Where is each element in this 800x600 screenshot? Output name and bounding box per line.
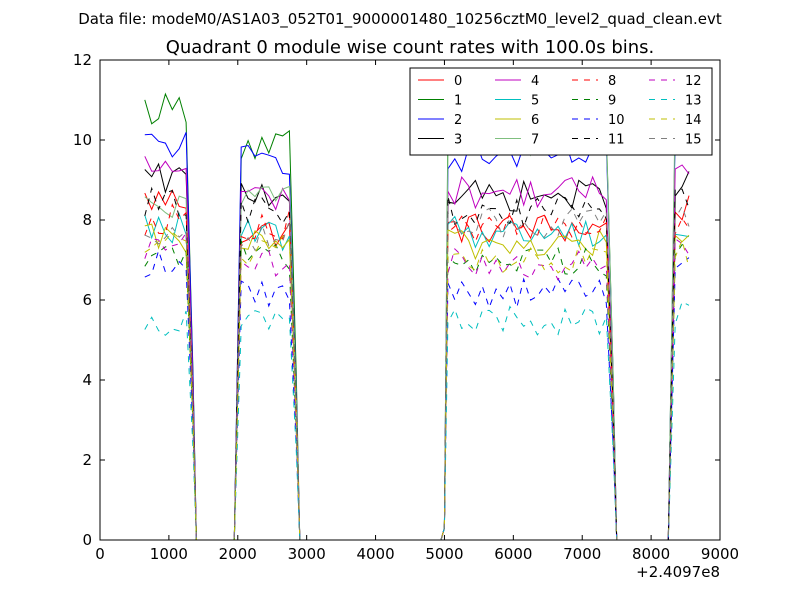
series-line-11 [144,186,690,540]
x-tick-label: 2000 [219,545,257,563]
legend-label-3: 3 [454,133,462,148]
series-line-12 [144,231,690,540]
y-tick-label: 2 [82,451,92,469]
legend-label-10: 10 [608,113,625,128]
series-line-6 [144,223,690,540]
chart-title: Quadrant 0 module wise count rates with … [166,37,655,58]
x-offset-label: +2.4097e8 [636,563,720,581]
x-tick-label: 7000 [563,545,601,563]
x-tick-label: 5000 [425,545,463,563]
x-tick-label: 0 [95,545,105,563]
y-tick-label: 6 [82,291,92,309]
series-line-0 [144,189,690,540]
legend-label-2: 2 [454,113,462,128]
x-tick-label: 8000 [632,545,670,563]
legend-label-15: 15 [685,133,702,148]
series-line-4 [144,156,690,540]
x-tick-label: 6000 [494,545,532,563]
y-tick-label: 0 [82,531,92,549]
legend-label-14: 14 [685,113,702,128]
legend-label-6: 6 [531,113,539,128]
x-tick-label: 9000 [701,545,739,563]
series-line-15 [144,205,690,540]
legend-label-12: 12 [685,74,702,89]
series-line-8 [144,203,690,540]
legend-label-8: 8 [608,74,616,89]
x-tick-label: 4000 [356,545,394,563]
legend-label-11: 11 [608,133,625,148]
series-line-13 [144,301,690,540]
legend-label-1: 1 [454,94,462,109]
y-tick-label: 4 [82,371,92,389]
x-tick-label: 3000 [288,545,326,563]
legend-label-7: 7 [531,133,539,148]
x-tick-label: 1000 [150,545,188,563]
ticks-layer: 0 1000 2000 3000 4000 5000 6000 7000 8000 9000 0 2 4… [73,51,739,563]
y-tick-label: 10 [73,131,92,149]
y-tick-label: 8 [82,211,92,229]
suptitle: Data file: modeM0/AS1A03_052T01_90000014… [78,10,722,29]
legend-label-0: 0 [454,74,462,89]
legend-label-5: 5 [531,94,539,109]
legend-label-13: 13 [685,94,702,109]
series-line-14 [144,231,690,540]
series-line-3 [144,162,690,540]
legend-label-9: 9 [608,94,616,109]
legend-box [409,67,713,156]
y-tick-label: 12 [73,51,92,69]
legend-label-4: 4 [531,74,539,89]
